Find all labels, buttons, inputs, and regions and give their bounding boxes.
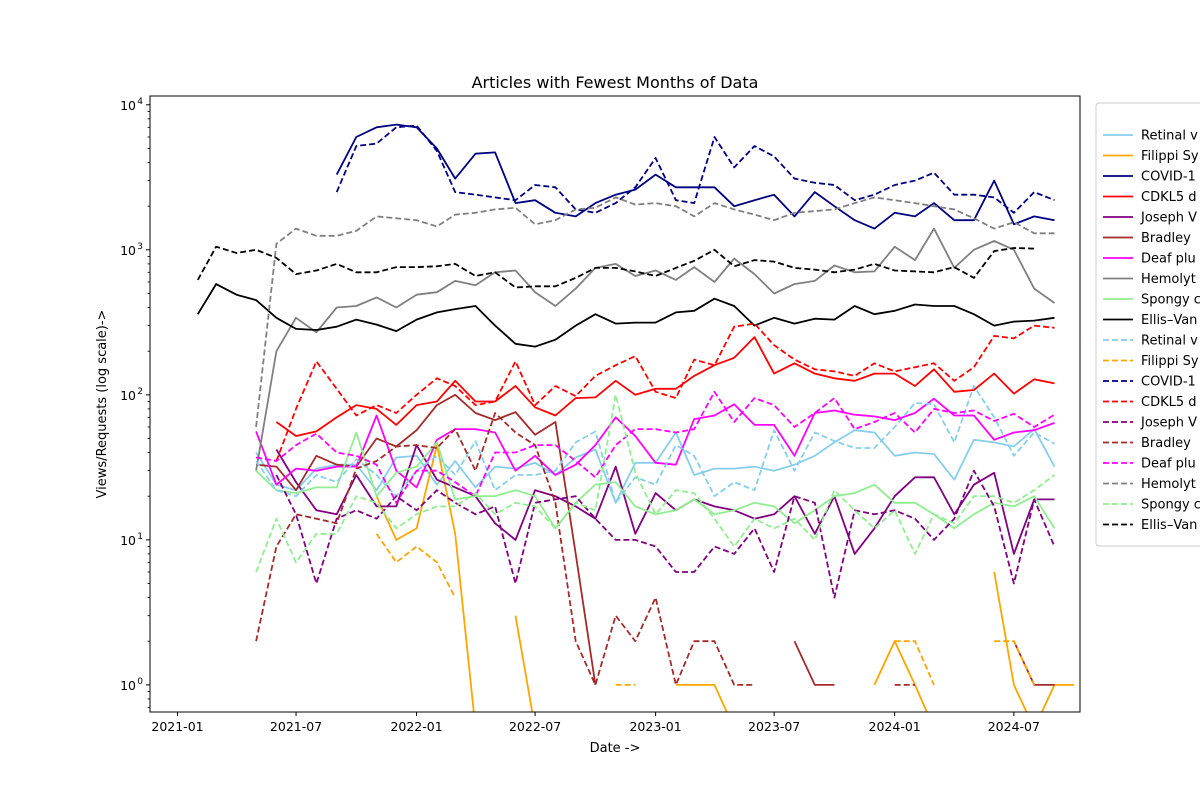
legend-label-8: Hemolyt [1141,272,1196,287]
series-line-20 [197,245,1035,289]
legend-label-10: Ellis–Van [1141,313,1197,328]
series-line-17 [255,390,1055,504]
legend-label-11: Retinal v [1141,334,1198,349]
series-line-9 [255,431,1056,530]
legend-label-6: Bradley [1141,231,1191,246]
x-tick-label-4: 2022-07 [509,719,561,734]
legend-label-5: Joseph V [1140,211,1197,226]
legend-label-3: COVID-1 [1141,170,1196,185]
legend-label-2: Filippi Sy [1141,149,1199,164]
x-tick-label-7: 2024-01 [869,719,921,734]
legend-label-19: Spongy c [1141,498,1200,513]
series-line-3 [335,123,1055,230]
series-line-12 [375,533,1036,686]
legend-label-18: Hemolyt [1141,477,1196,492]
legend: Retinal v Filippi Sy COVID-1 CDKL5 d Joseph … [1095,102,1200,547]
series-line-2 [375,444,1075,712]
legend-label-17: Deaf plu [1141,457,1196,472]
legend-box [1095,102,1200,547]
series-line-19 [255,393,1056,573]
legend-label-4: CDKL5 d [1141,190,1197,205]
series-line-4 [275,336,1055,437]
legend-label-15: Joseph V [1140,416,1197,431]
legend-label-1: Retinal v [1141,129,1198,144]
x-axis-label: Date -> [590,741,641,756]
legend-label-13: COVID-1 [1141,375,1196,390]
y-axis-label: Views/Requests (log scale)-> [95,310,110,499]
x-tick-label-6: 2023-07 [748,719,800,734]
legend-label-7: Deaf plu [1141,252,1196,267]
series-line-10 [197,283,1055,348]
legend-label-14: CDKL5 d [1141,395,1197,410]
series-line-14 [275,322,1055,462]
series-line-18 [255,196,1055,428]
series-layer [197,123,1075,712]
legend-label-20: Ellis–Van [1141,518,1197,533]
x-tick-label-2: 2021-07 [270,719,322,734]
series-line-13 [335,124,1055,214]
chart-title: Articles with Fewest Months of Data [472,73,759,92]
series-line-15 [275,469,1056,599]
x-tick-label-5: 2023-01 [629,719,681,734]
x-tick-label-8: 2024-07 [988,719,1040,734]
x-tick-label-1: 2021-01 [151,719,203,734]
legend-label-12: Filippi Sy [1141,354,1199,369]
x-axis: 2021-01 2021-07 2022-01 2022-07 2023-01 2023-… [151,712,1040,734]
x-tick-label-3: 2022-01 [390,719,442,734]
series-line-8 [255,227,1056,471]
legend-label-16: Bradley [1141,436,1191,451]
plot-frame [149,95,1081,713]
legend-label-9: Spongy c [1141,293,1200,308]
